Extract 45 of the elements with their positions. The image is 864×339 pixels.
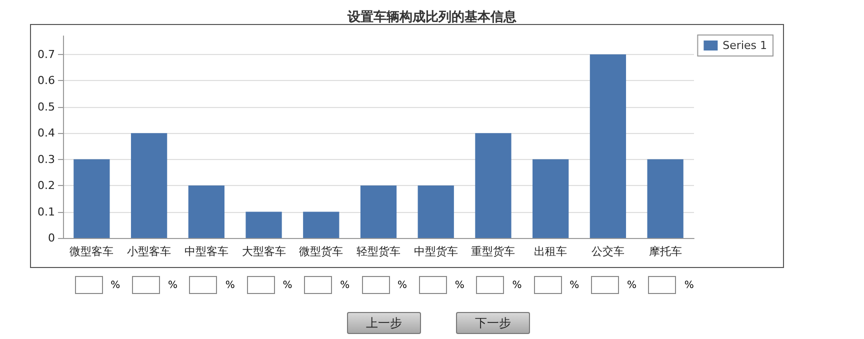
text: %: [512, 280, 522, 290]
bar: [130, 133, 168, 238]
bar: [532, 159, 569, 238]
text: %: [398, 280, 408, 290]
x-tick-label: 微型货车: [299, 245, 344, 258]
text: %: [570, 280, 580, 290]
y-tick-label: 0: [48, 232, 55, 244]
x-tick-label: 小型客车: [127, 245, 172, 258]
x-tick-label: 重型货车: [471, 245, 516, 258]
x-tick-label: 摩托车: [648, 245, 682, 258]
bar: [360, 186, 397, 238]
bar: [590, 54, 626, 238]
bar: [246, 212, 282, 238]
text: %: [168, 280, 178, 290]
bar: [475, 133, 512, 238]
button: 下一步: [456, 312, 530, 334]
y-tick-label: 0.3: [38, 152, 55, 166]
text: %: [225, 280, 235, 290]
bar: [303, 212, 340, 238]
y-tick-label: 0.5: [38, 100, 55, 114]
x-tick-label: 中型客车: [184, 245, 228, 258]
text: %: [110, 280, 120, 290]
bar: [188, 186, 224, 238]
x-tick-label: 轻型货车: [356, 245, 400, 258]
x-tick-label: 大型客车: [242, 245, 286, 258]
x-tick-label: 微型客车: [70, 245, 114, 258]
text: %: [684, 280, 694, 290]
text: %: [626, 280, 636, 290]
text: %: [340, 280, 350, 290]
bar: [74, 159, 110, 238]
y-tick-label: 0.6: [38, 74, 55, 88]
y-tick-label: 0.7: [38, 48, 55, 61]
legend-label: Series 1: [722, 39, 768, 52]
bar: [647, 159, 684, 238]
y-tick-label: 0.1: [38, 205, 55, 218]
button: 上一步: [347, 312, 421, 334]
x-tick-label: 公交车: [591, 245, 624, 258]
text: %: [454, 280, 464, 290]
y-tick-label: 0.2: [38, 179, 55, 192]
text: %: [282, 280, 292, 290]
x-tick-label: 出租车: [534, 245, 568, 258]
bar: [418, 186, 454, 238]
chart-title: 设置车辆构成比列的基本信息: [346, 8, 518, 26]
y-tick-label: 0.4: [38, 126, 55, 140]
x-tick-label: 中型货车: [414, 245, 458, 258]
